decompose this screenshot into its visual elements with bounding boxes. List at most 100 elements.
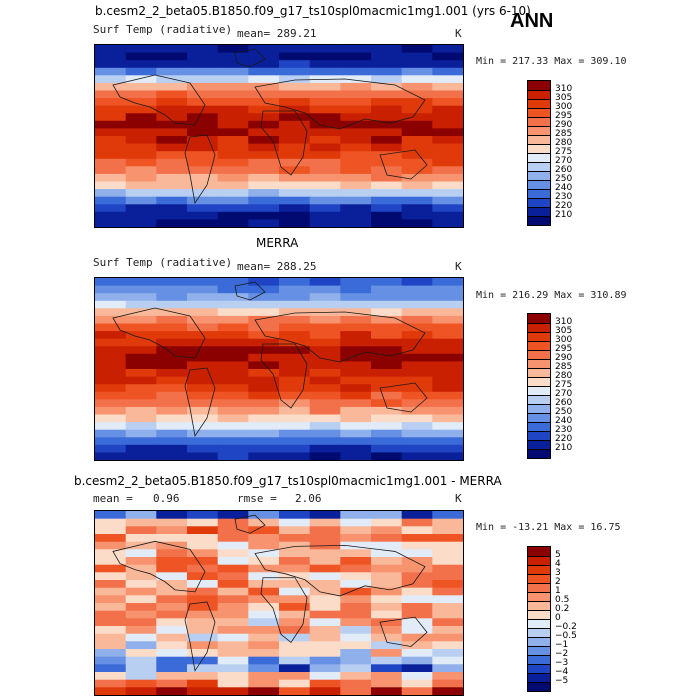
- map3-cell: [156, 633, 188, 642]
- map1-cell: [371, 136, 403, 145]
- map3-cell: [187, 664, 219, 673]
- colorbar1-cell: [528, 99, 550, 108]
- map3-cell: [432, 557, 463, 566]
- map3-cell: [279, 518, 311, 527]
- map1-cell: [95, 60, 127, 69]
- map1-cell: [248, 75, 280, 84]
- map3-cell: [248, 541, 280, 550]
- map2-cell: [432, 338, 463, 347]
- map1-cell: [187, 189, 219, 198]
- map3-cell: [187, 595, 219, 604]
- map1-cell: [401, 219, 433, 227]
- map1-cell: [401, 82, 433, 92]
- map3-cell: [125, 687, 157, 695]
- map2-coastline: [254, 311, 426, 363]
- map2-cell: [309, 384, 341, 393]
- map3-cell: [401, 664, 433, 673]
- map3-cell: [187, 610, 219, 619]
- map3-cell: [248, 603, 280, 612]
- map3-cell: [248, 587, 280, 596]
- panel3-rmse-label: rmse =: [237, 492, 277, 505]
- map3-cell: [371, 511, 403, 520]
- colorbar1-cell: [528, 108, 550, 117]
- map2-cell: [279, 300, 311, 309]
- map2-cell: [217, 338, 249, 347]
- colorbar3-cell: [528, 610, 550, 619]
- map2-cell: [401, 361, 433, 370]
- map2-cell: [340, 331, 372, 340]
- map3-cell: [401, 534, 433, 543]
- map1-cell: [279, 82, 311, 92]
- map1-cell: [95, 113, 127, 122]
- map2-cell: [248, 315, 280, 325]
- map3-cell: [309, 641, 341, 650]
- map1-cell: [371, 128, 403, 137]
- map1-cell: [217, 196, 249, 205]
- map1-cell: [187, 166, 219, 175]
- map1-cell: [187, 113, 219, 122]
- map1-cell: [371, 211, 403, 220]
- map1-cell: [309, 90, 341, 99]
- map1-cell: [217, 143, 249, 152]
- map2-cell: [156, 384, 188, 393]
- map2-cell: [125, 361, 157, 370]
- map2-cell: [156, 323, 188, 332]
- map2-cell: [156, 406, 188, 416]
- map2-cell: [309, 376, 341, 385]
- map1-cell: [432, 189, 463, 198]
- map2-cell: [340, 323, 372, 332]
- map2-cell: [279, 308, 311, 317]
- map2-cell: [125, 384, 157, 393]
- map3-cell: [432, 641, 463, 650]
- map2-cell: [125, 369, 157, 378]
- map3-cell: [248, 595, 280, 604]
- map2-cell: [279, 391, 311, 400]
- map1-cell: [401, 67, 433, 76]
- map1-cell: [156, 67, 188, 76]
- map1-cell: [432, 219, 463, 227]
- map2-cell: [125, 323, 157, 332]
- colorbar1-cell: [528, 198, 550, 207]
- map2-cell: [125, 346, 157, 355]
- map1-cell: [432, 166, 463, 175]
- map1-cell: [432, 158, 463, 167]
- map2-cell: [156, 422, 188, 431]
- map1-cell: [187, 136, 219, 145]
- map2-cell: [401, 384, 433, 393]
- map3-cell: [217, 595, 249, 604]
- map3-cell: [248, 679, 280, 688]
- map3-cell: [125, 664, 157, 673]
- map2-cell: [371, 331, 403, 340]
- map2-cell: [432, 429, 463, 438]
- map1-cell: [248, 158, 280, 167]
- map1-cell: [401, 52, 433, 61]
- map1-cell: [401, 158, 433, 167]
- map3-cell: [156, 679, 188, 688]
- map2-cell: [125, 391, 157, 400]
- map2-cell: [95, 399, 127, 408]
- map1-cell: [309, 60, 341, 69]
- map1-cell: [401, 120, 433, 129]
- map3-cell: [371, 572, 403, 581]
- map3-cell: [156, 664, 188, 673]
- map3-cell: [371, 595, 403, 604]
- map2-cell: [401, 437, 433, 446]
- colorbar3-cell: [528, 565, 550, 574]
- map3-cell: [248, 580, 280, 589]
- panel3-map: [94, 510, 464, 696]
- map2-cell: [279, 285, 311, 294]
- map3-cell: [401, 649, 433, 658]
- panel3-map-svg: [95, 511, 463, 695]
- colorbar1-label: 310: [555, 84, 573, 94]
- map3-cell: [125, 587, 157, 596]
- colorbar3-cell: [528, 664, 550, 673]
- colorbar2-cell: [528, 341, 550, 350]
- map1-cell: [279, 60, 311, 69]
- colorbar1-label: 220: [555, 201, 573, 211]
- map1-cell: [279, 128, 311, 137]
- map2-cell: [401, 331, 433, 340]
- map1-cell: [217, 158, 249, 167]
- map3-cell: [309, 518, 341, 527]
- map1-cell: [95, 105, 127, 114]
- panel2-minmax: Min = 216.29 Max = 310.89: [476, 290, 627, 301]
